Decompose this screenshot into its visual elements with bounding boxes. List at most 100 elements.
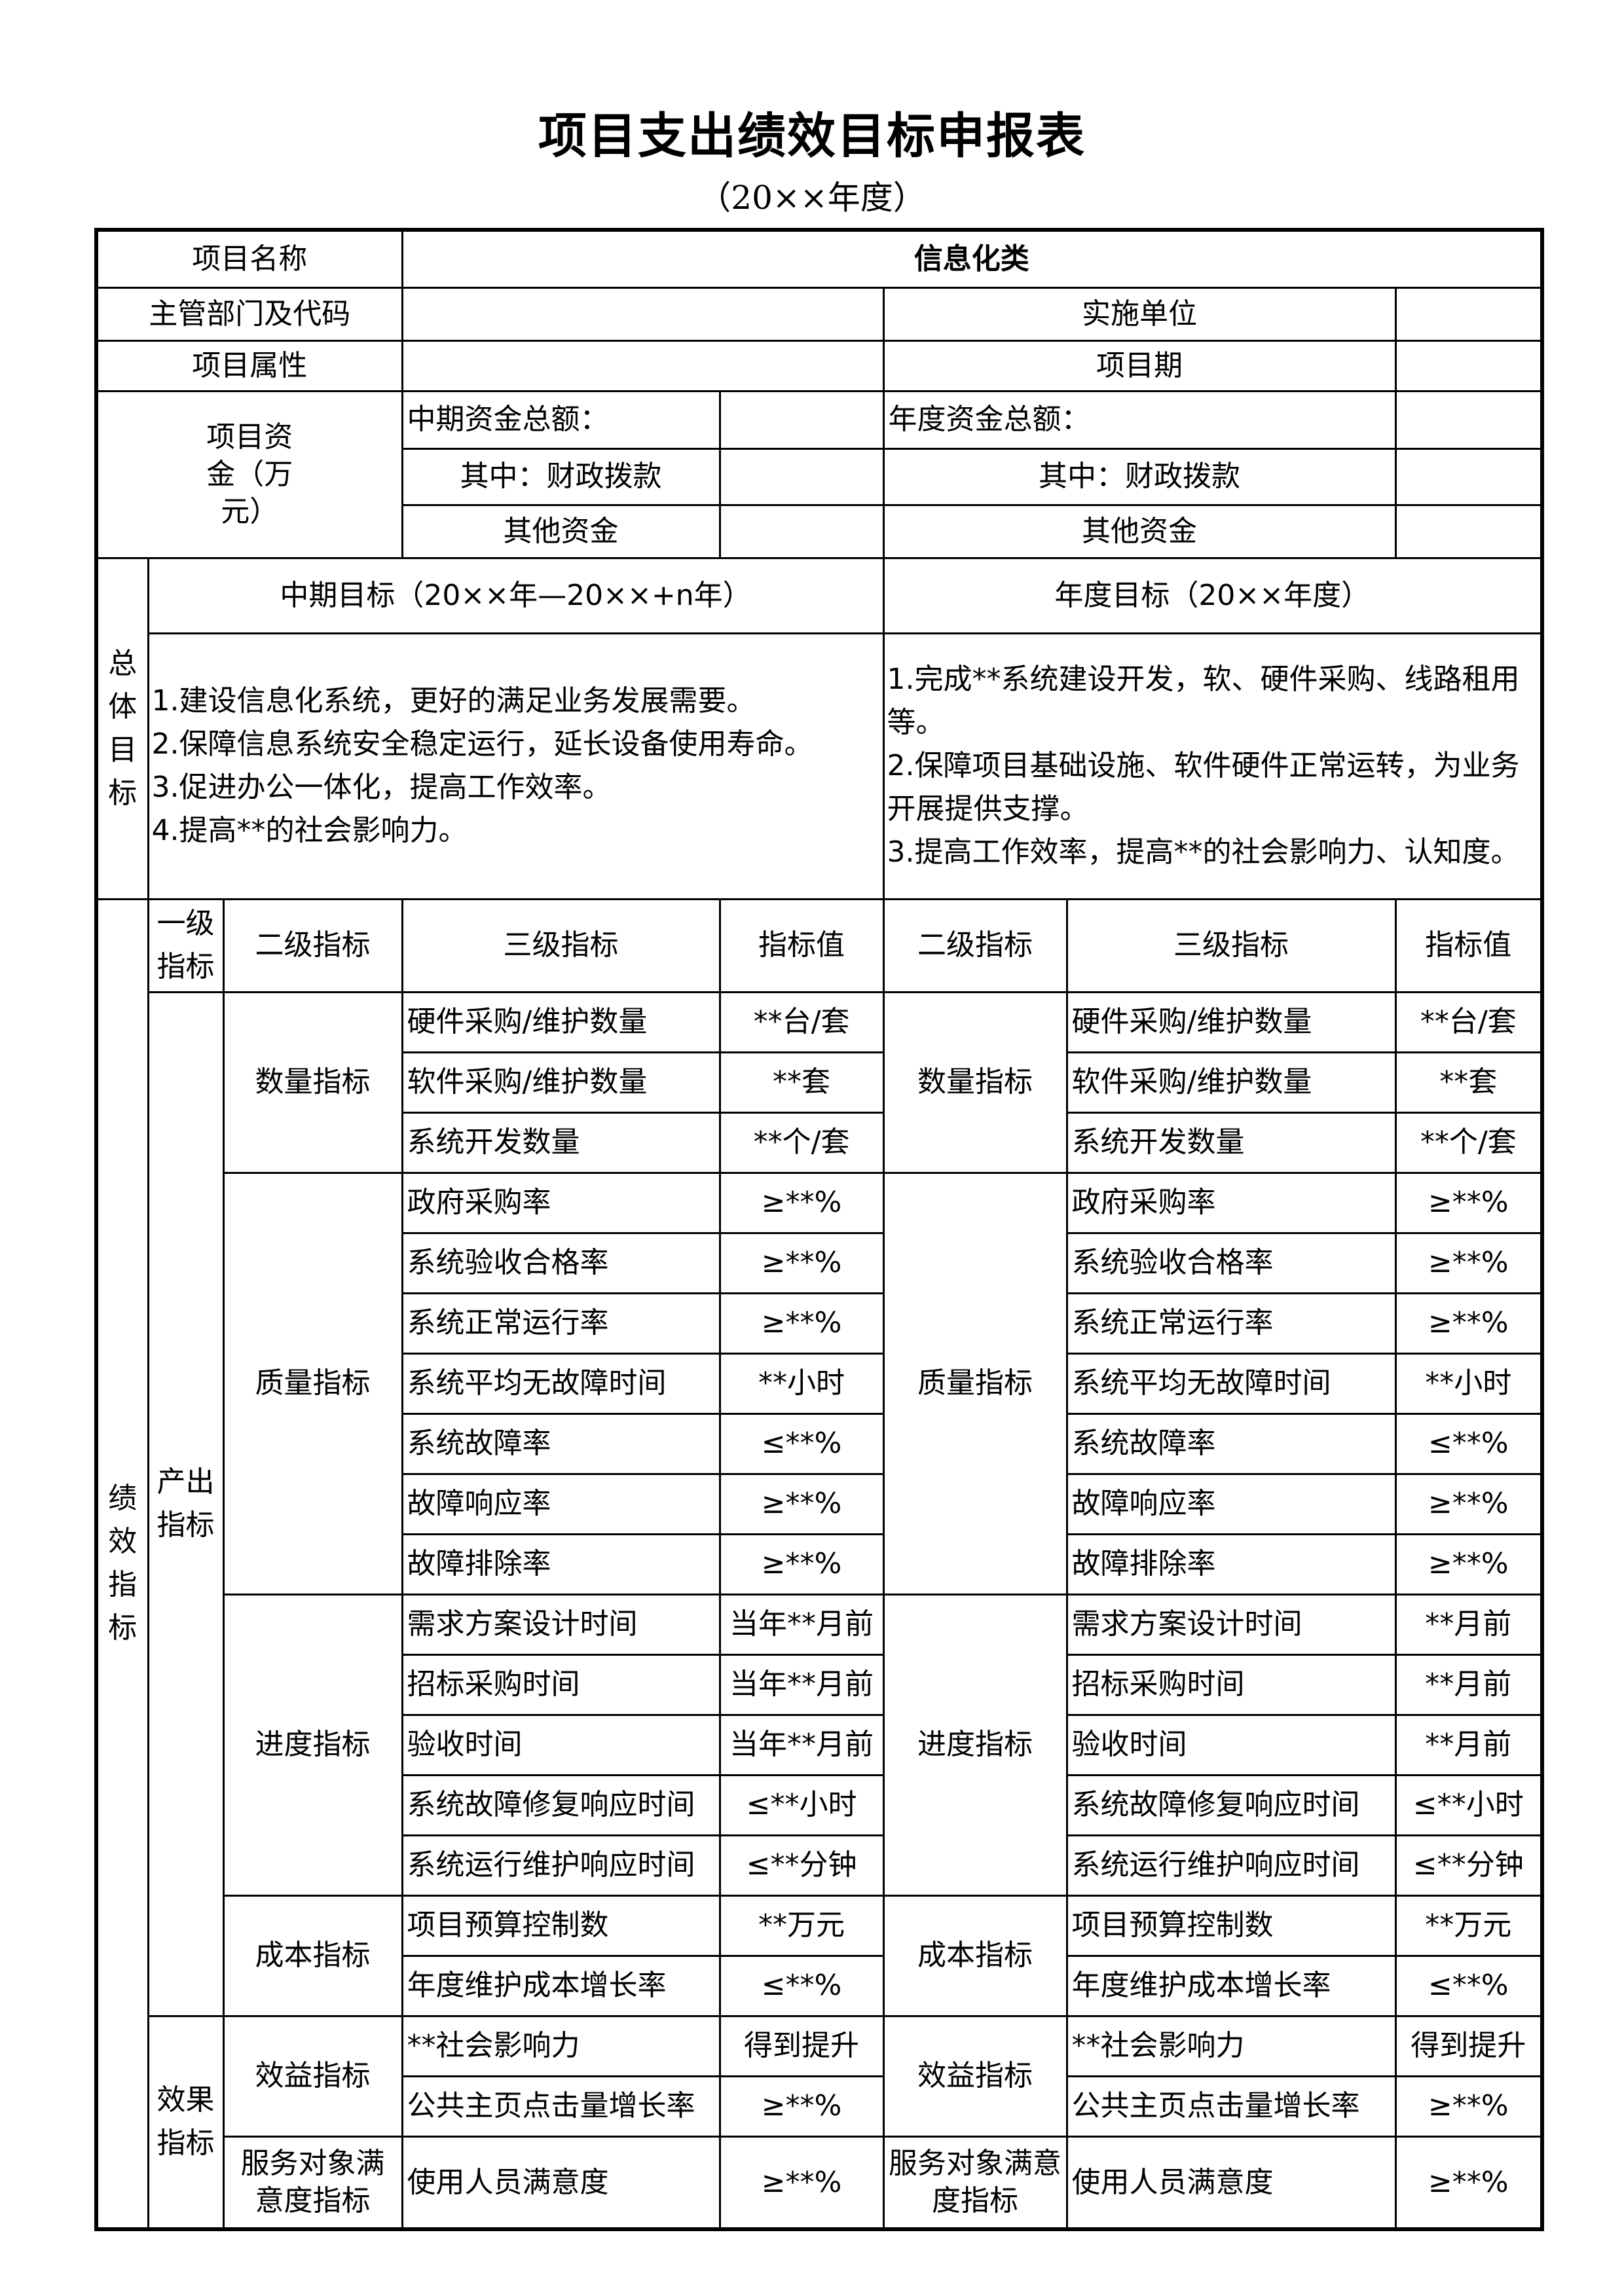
- table-row: 故障响应率 ≥**% 故障响应率 ≥**%: [96, 1472, 1543, 1535]
- left-indicator-value[interactable]: 当年**月前: [718, 1593, 885, 1656]
- right-level3-name[interactable]: 招标采购时间: [1065, 1653, 1397, 1716]
- left-indicator-value[interactable]: **小时: [718, 1352, 885, 1415]
- mid-total-value[interactable]: [718, 390, 885, 450]
- left-level3-name[interactable]: 系统开发数量: [401, 1111, 721, 1174]
- period-value[interactable]: [1394, 339, 1543, 392]
- annual-total-value[interactable]: [1394, 390, 1543, 450]
- left-indicator-value[interactable]: ≥**%: [718, 2075, 885, 2138]
- left-level3-name[interactable]: 年度维护成本增长率: [401, 1954, 721, 2017]
- left-indicator-value[interactable]: ≤**小时: [718, 1774, 885, 1836]
- left-level3-name[interactable]: 故障排除率: [401, 1533, 721, 1595]
- annual-fiscal-value[interactable]: [1394, 447, 1543, 506]
- left-indicator-value[interactable]: ≥**%: [718, 1231, 885, 1294]
- mid-goal-text[interactable]: 1.建设信息化系统，更好的满足业务发展需要。 2.保障信息系统安全稳定运行，延长设…: [147, 632, 885, 900]
- goal-line: 1.建设信息化系统，更好的满足业务发展需要。: [151, 684, 756, 718]
- left-indicator-value[interactable]: ≥**%: [718, 1292, 885, 1355]
- right-indicator-value[interactable]: **台/套: [1394, 991, 1543, 1053]
- left-indicator-value[interactable]: **万元: [718, 1894, 885, 1957]
- table-row: 系统故障修复响应时间 ≤**小时 系统故障修复响应时间 ≤**小时: [96, 1774, 1543, 1836]
- right-level3-name[interactable]: 公共主页点击量增长率: [1065, 2075, 1397, 2138]
- department-label: 主管部门及代码: [95, 286, 403, 342]
- left-indicator-value[interactable]: ≤**%: [718, 1954, 885, 2017]
- left-level3-name[interactable]: 招标采购时间: [401, 1653, 721, 1716]
- right-level3-name[interactable]: 软件采购/维护数量: [1065, 1051, 1397, 1114]
- right-indicator-value[interactable]: **月前: [1394, 1593, 1543, 1656]
- right-level3-name[interactable]: 政府采购率: [1065, 1171, 1397, 1234]
- left-level3-name[interactable]: 系统故障修复响应时间: [401, 1774, 721, 1836]
- right-indicator-value[interactable]: **小时: [1394, 1352, 1543, 1415]
- right-indicator-value[interactable]: **月前: [1394, 1713, 1543, 1776]
- right-indicator-value[interactable]: **个/套: [1394, 1111, 1543, 1174]
- left-level3-name[interactable]: 系统正常运行率: [401, 1292, 721, 1355]
- goal-line: 2.保障项目基础设施、软件硬件正常运转，为业务开展提供支撑。: [887, 749, 1520, 826]
- right-indicator-value[interactable]: ≥**%: [1394, 1292, 1543, 1355]
- right-level3-name[interactable]: 使用人员满意度: [1065, 2135, 1397, 2231]
- right-level3-name[interactable]: 验收时间: [1065, 1713, 1397, 1776]
- left-level3-name[interactable]: 系统验收合格率: [401, 1231, 721, 1294]
- left-level3-name[interactable]: 硬件采购/维护数量: [401, 991, 721, 1053]
- mid-fiscal-value[interactable]: [718, 447, 885, 506]
- mid-other-value[interactable]: [718, 503, 885, 559]
- right-level3-name[interactable]: 硬件采购/维护数量: [1065, 991, 1397, 1053]
- right-indicator-value[interactable]: ≥**%: [1394, 1171, 1543, 1234]
- left-level3-name[interactable]: 系统平均无故障时间: [401, 1352, 721, 1415]
- left-indicator-value[interactable]: 当年**月前: [718, 1653, 885, 1716]
- left-indicator-value[interactable]: ≥**%: [718, 1533, 885, 1595]
- department-value[interactable]: [401, 286, 885, 342]
- implementer-value[interactable]: [1394, 286, 1543, 342]
- right-level3-name[interactable]: 系统故障修复响应时间: [1065, 1774, 1397, 1836]
- left-level3-name[interactable]: 使用人员满意度: [401, 2135, 721, 2231]
- right-indicator-value[interactable]: 得到提升: [1394, 2014, 1543, 2077]
- left-indicator-value[interactable]: ≥**%: [718, 2135, 885, 2231]
- right-indicator-value[interactable]: **套: [1394, 1051, 1543, 1114]
- table-row: 年度维护成本增长率 ≤**% 年度维护成本增长率 ≤**%: [96, 1954, 1543, 2017]
- right-indicator-value[interactable]: ≤**分钟: [1394, 1834, 1543, 1897]
- left-level3-name[interactable]: 公共主页点击量增长率: [401, 2075, 721, 2138]
- left-indicator-value[interactable]: 得到提升: [718, 2014, 885, 2077]
- left-level3-name[interactable]: 系统运行维护响应时间: [401, 1834, 721, 1897]
- left-indicator-value[interactable]: ≤**%: [718, 1412, 885, 1475]
- right-level3-name[interactable]: 故障排除率: [1065, 1533, 1397, 1595]
- right-level3-name[interactable]: 项目预算控制数: [1065, 1894, 1397, 1957]
- left-level3-name[interactable]: 故障响应率: [401, 1472, 721, 1535]
- left-level3-name[interactable]: 政府采购率: [401, 1171, 721, 1234]
- right-indicator-value[interactable]: ≤**%: [1394, 1954, 1543, 2017]
- header-right-level2: 二级指标: [882, 898, 1068, 993]
- right-indicator-value[interactable]: ≥**%: [1394, 2135, 1543, 2231]
- right-level3-name[interactable]: 系统正常运行率: [1065, 1292, 1397, 1355]
- annual-other-value[interactable]: [1394, 503, 1543, 559]
- left-level3-name[interactable]: 验收时间: [401, 1713, 721, 1776]
- left-indicator-value[interactable]: **个/套: [718, 1111, 885, 1174]
- right-level3-name[interactable]: 故障响应率: [1065, 1472, 1397, 1535]
- attribute-value[interactable]: [401, 339, 885, 392]
- project-name-value[interactable]: 信息化类: [401, 228, 1543, 289]
- right-indicator-value[interactable]: ≥**%: [1394, 1472, 1543, 1535]
- left-level3-name[interactable]: 项目预算控制数: [401, 1894, 721, 1957]
- left-level3-name[interactable]: **社会影响力: [401, 2014, 721, 2077]
- right-indicator-value[interactable]: ≤**%: [1394, 1412, 1543, 1475]
- right-level3-name[interactable]: 系统运行维护响应时间: [1065, 1834, 1397, 1897]
- left-level3-name[interactable]: 软件采购/维护数量: [401, 1051, 721, 1114]
- right-indicator-value[interactable]: ≥**%: [1394, 1533, 1543, 1595]
- right-level3-name[interactable]: 需求方案设计时间: [1065, 1593, 1397, 1656]
- left-level3-name[interactable]: 需求方案设计时间: [401, 1593, 721, 1656]
- right-indicator-value[interactable]: ≥**%: [1394, 1231, 1543, 1294]
- right-indicator-value[interactable]: **万元: [1394, 1894, 1543, 1957]
- left-level3-name[interactable]: 系统故障率: [401, 1412, 721, 1475]
- annual-goal-text[interactable]: 1.完成**系统建设开发，软、硬件采购、线路租用等。 2.保障项目基础设施、软件硬…: [882, 632, 1543, 900]
- right-level3-name[interactable]: 年度维护成本增长率: [1065, 1954, 1397, 2017]
- right-level3-name[interactable]: **社会影响力: [1065, 2014, 1397, 2077]
- left-indicator-value[interactable]: ≥**%: [718, 1472, 885, 1535]
- left-indicator-value[interactable]: ≤**分钟: [718, 1834, 885, 1897]
- right-level3-name[interactable]: 系统验收合格率: [1065, 1231, 1397, 1294]
- right-indicator-value[interactable]: **月前: [1394, 1653, 1543, 1716]
- left-indicator-value[interactable]: 当年**月前: [718, 1713, 885, 1776]
- left-indicator-value[interactable]: **套: [718, 1051, 885, 1114]
- left-indicator-value[interactable]: ≥**%: [718, 1171, 885, 1234]
- right-indicator-value[interactable]: ≥**%: [1394, 2075, 1543, 2138]
- right-indicator-value[interactable]: ≤**小时: [1394, 1774, 1543, 1836]
- right-level3-name[interactable]: 系统平均无故障时间: [1065, 1352, 1397, 1415]
- right-level3-name[interactable]: 系统故障率: [1065, 1412, 1397, 1475]
- right-level3-name[interactable]: 系统开发数量: [1065, 1111, 1397, 1174]
- left-indicator-value[interactable]: **台/套: [718, 991, 885, 1053]
